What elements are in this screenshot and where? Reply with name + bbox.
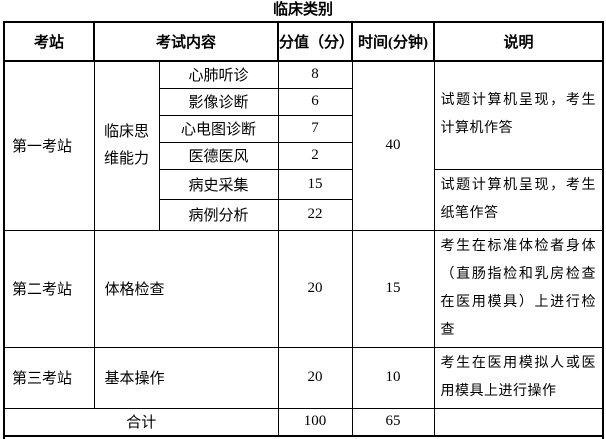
table-row: 病例分析 22: [4, 199, 603, 231]
remarks-row: 备注：1．对医学人文素养的考核融入各考站进行。 2．考试时间包括考生阅读题卡、物…: [3, 435, 604, 439]
table-row: 第三考站 基本操作 20 10 考生在医用模拟人或医用模具上进行操作: [3, 346, 604, 409]
page-title: 临床类别: [272, 2, 333, 18]
exam-item-label: 病例分析: [158, 199, 279, 231]
exam-item-label: 影像诊断: [158, 87, 279, 116]
header-row: 考站 考试内容 分值（分） 时间(分钟) 说明: [3, 21, 605, 62]
remarks-cell: 备注：1．对医学人文素养的考核融入各考站进行。 2．考试时间包括考生阅读题卡、物…: [3, 435, 604, 439]
total-row: 合计 100 65: [3, 407, 604, 437]
exam-item-label: 医德医风: [158, 141, 279, 170]
table-row: 第一考站 临床思维能力 心肺听诊 8 40 试题计算机呈现，考生计算机作答: [3, 60, 604, 231]
station2-name: 第二考站: [3, 229, 95, 348]
station2-time: 15: [351, 229, 435, 348]
station2-content: 体格检查: [93, 229, 279, 348]
station3-note: 考生在医用模拟人或医用模具上进行操作: [433, 346, 604, 409]
station1-time: 40: [351, 60, 435, 231]
table-row: 影像诊断 6: [4, 87, 603, 116]
station3-name: 第三考站: [3, 346, 95, 409]
clinical-exam-table: 考站 考试内容 分值（分） 时间(分钟) 说明 第一考站 临床思维能力 心肺听诊…: [3, 21, 605, 439]
table-row: 医德医风 2: [4, 141, 603, 170]
exam-item-score: 2: [277, 141, 353, 170]
table-row: 第二考站 体格检查 20 15 考生在标准体检者身体（直肠指检和乳房检查在医用模…: [3, 229, 604, 348]
header-score: 分值（分）: [277, 21, 354, 62]
station2-note: 考生在标准体检者身体（直肠指检和乳房检查在医用模具）上进行检查: [433, 229, 604, 348]
total-note-cell: [433, 407, 604, 437]
station3-content: 基本操作: [93, 346, 279, 409]
total-time: 65: [351, 407, 435, 437]
station2-score: 20: [277, 229, 353, 348]
station1-name: 第一考站: [3, 60, 95, 231]
header-content: 考试内容: [92, 21, 280, 62]
total-score: 100: [277, 407, 353, 437]
header-station: 考站: [3, 21, 95, 62]
exam-item-label: 病史采集: [158, 168, 279, 200]
station1-category: 临床思维能力: [93, 60, 160, 231]
station1-note-paper: 试题计算机呈现，考生纸笔作答: [433, 168, 604, 231]
header-note: 说明: [433, 21, 605, 62]
station3-score: 20: [277, 346, 353, 409]
exam-item-score: 7: [277, 114, 353, 143]
exam-item-score: 8: [277, 60, 353, 89]
exam-item-label: 心电图诊断: [158, 114, 279, 143]
exam-item-score: 15: [277, 168, 353, 200]
exam-item-label: 心肺听诊: [158, 60, 279, 89]
station1-note-computer: 试题计算机呈现，考生计算机作答: [433, 60, 604, 170]
exam-item-score: 22: [277, 199, 353, 231]
station3-time: 10: [351, 346, 435, 409]
header-time: 时间(分钟): [351, 21, 436, 62]
total-label: 合计: [3, 407, 279, 437]
exam-item-score: 6: [277, 87, 353, 116]
